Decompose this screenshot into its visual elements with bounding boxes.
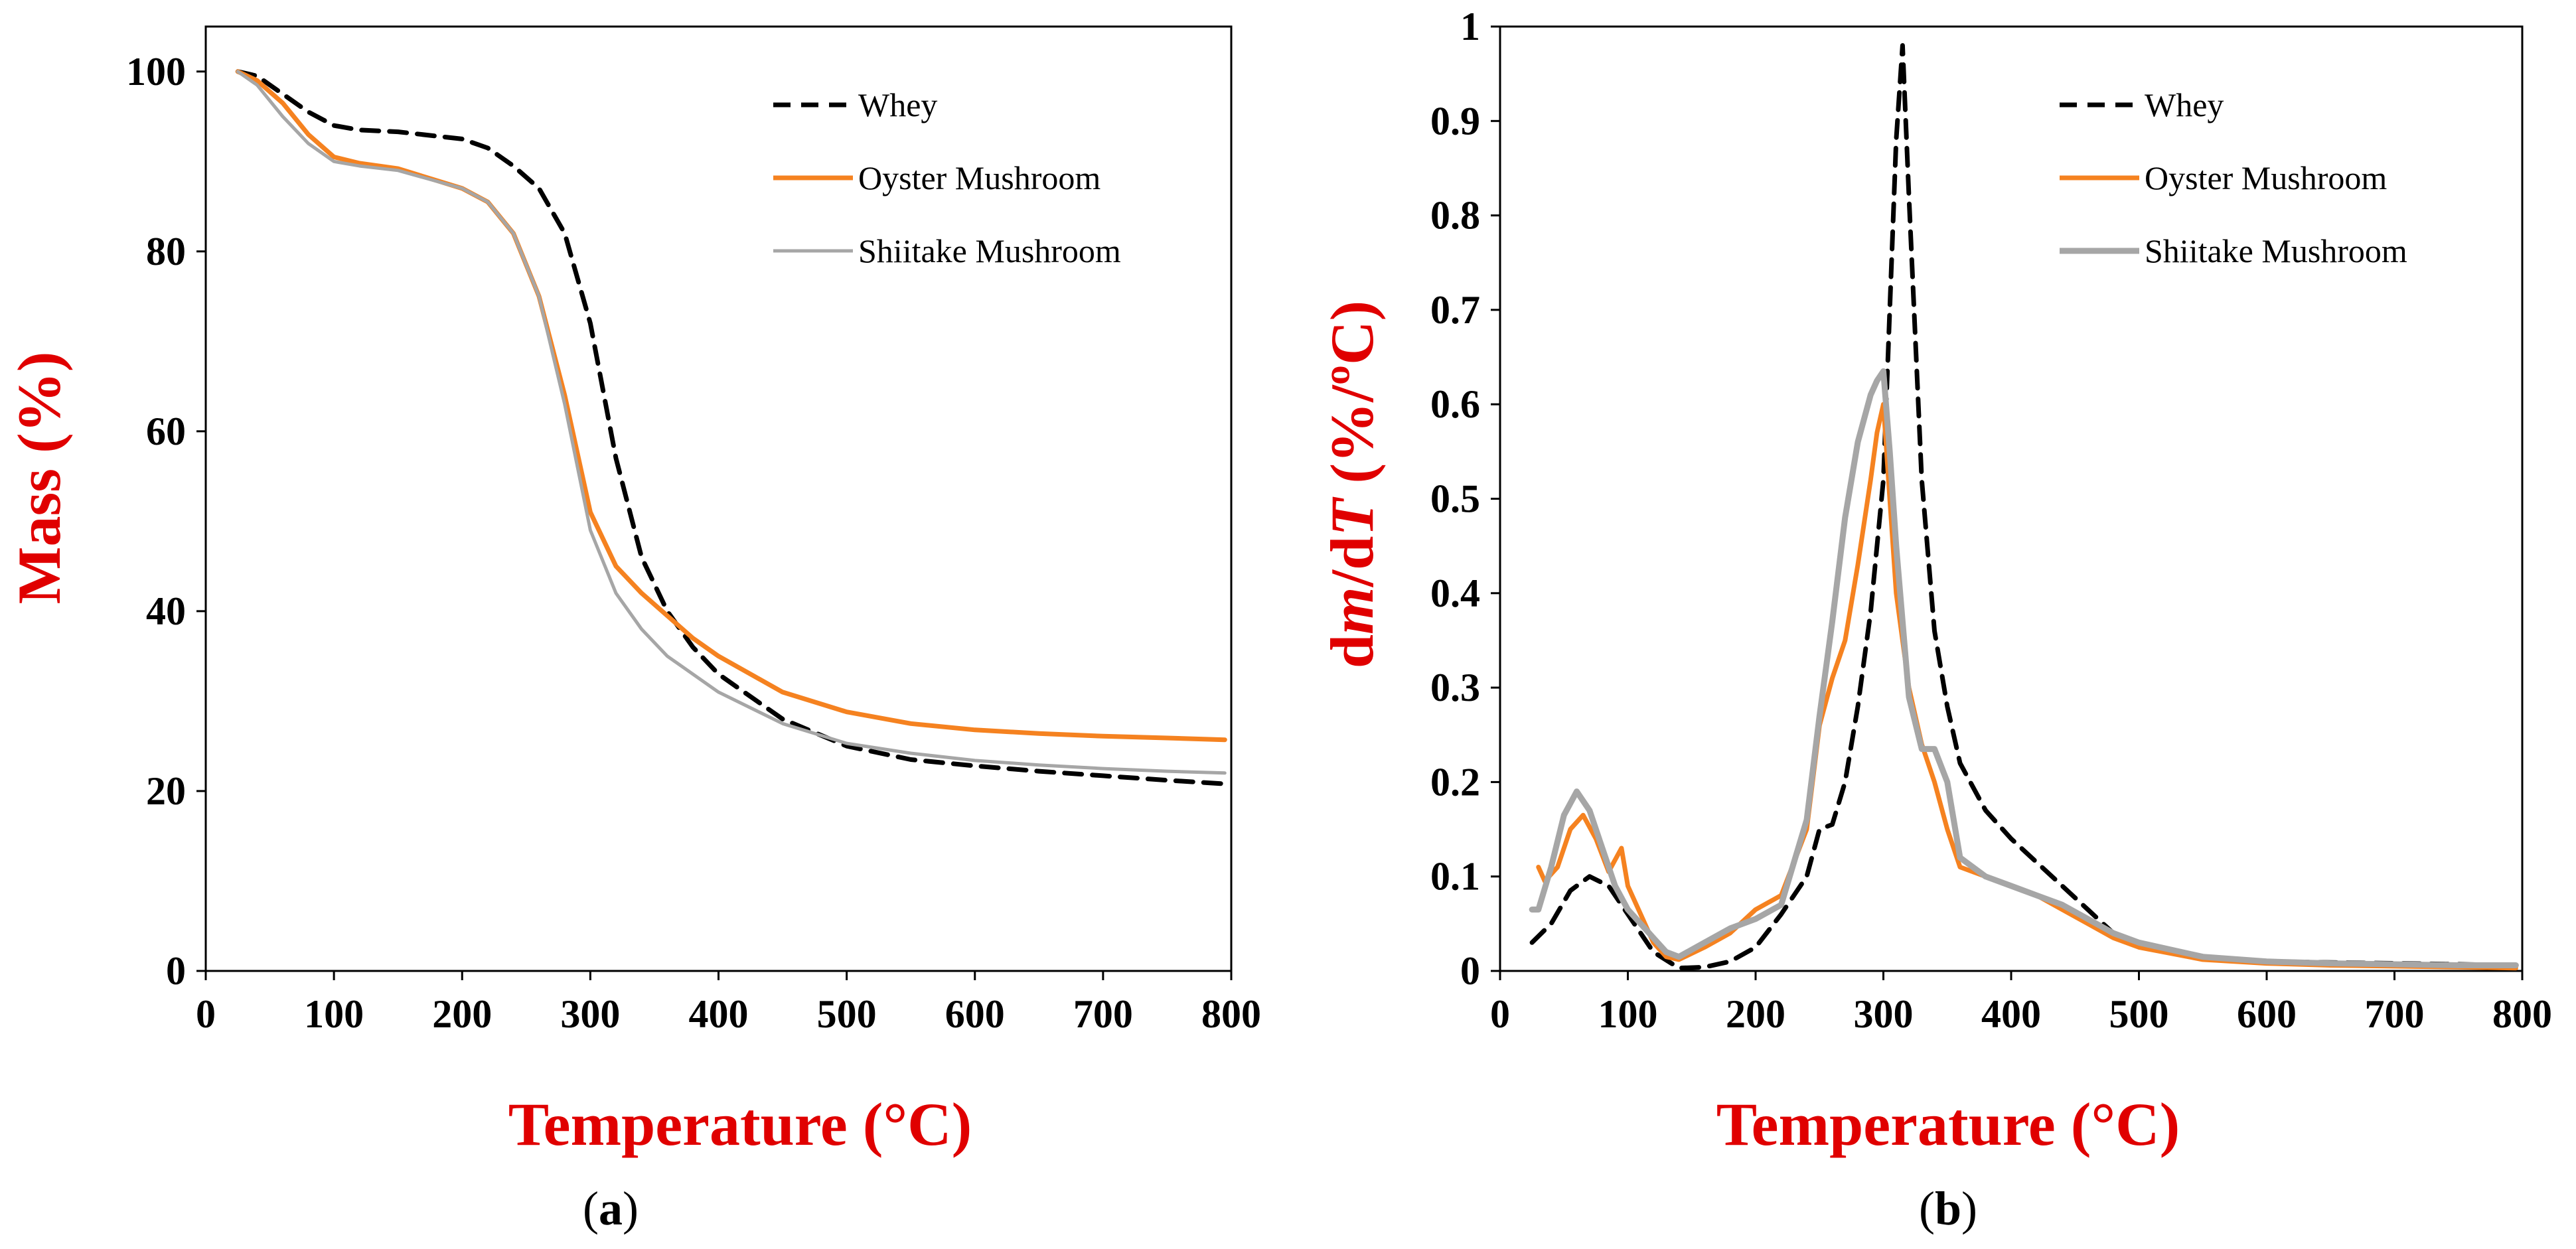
y-axis-label: Mass (%) xyxy=(5,352,73,605)
panel-letter-b: b xyxy=(1935,1182,1961,1235)
y-tick-label: 20 xyxy=(146,769,186,813)
x-tick-label: 500 xyxy=(2109,992,2169,1036)
dtg-derivative-chart: Whey Oyster Mushroom Shiitake Mushroom dm/… xyxy=(1318,5,2552,1235)
x-tick-label: 600 xyxy=(945,992,1005,1036)
x-tick-label: 800 xyxy=(2492,992,2552,1036)
y-tick-label: 0.7 xyxy=(1430,288,1480,332)
legend-label-whey: Whey xyxy=(2145,86,2224,123)
series-line-oyster-mushroom xyxy=(1536,402,2518,971)
y-tick-label: 0.3 xyxy=(1430,666,1480,709)
x-tick-label: 300 xyxy=(1854,992,1914,1036)
x-tick-label: 0 xyxy=(1490,992,1510,1036)
y-tick-label: 0.2 xyxy=(1430,760,1480,804)
x-tick-label: 700 xyxy=(2365,992,2425,1036)
legend-label-oyster-mushroom: Oyster Mushroom xyxy=(858,159,1100,196)
x-axis-label: Temperature (°C) xyxy=(508,1090,972,1158)
x-tick-label: 100 xyxy=(304,992,364,1036)
legend: Whey Oyster Mushroom Shiitake Mushroom xyxy=(2060,86,2407,269)
series-line-oyster-mushroom xyxy=(235,69,1227,743)
y-tick-label: 0.1 xyxy=(1430,855,1480,899)
panel-letter-a: a xyxy=(599,1182,623,1235)
chart-panel-a: Whey Oyster Mushroom Shiitake Mushroom Mas… xyxy=(0,0,1274,1246)
panel-label-b: (b) xyxy=(1919,1182,1977,1235)
tga-mass-chart: Whey Oyster Mushroom Shiitake Mushroom Mas… xyxy=(5,25,1261,1235)
series-line-shiitake-mushroom xyxy=(236,70,1227,775)
legend-label-oyster-mushroom: Oyster Mushroom xyxy=(2145,159,2387,196)
series-line-whey xyxy=(235,69,1227,786)
series-line-shiitake-mushroom xyxy=(1529,368,2519,968)
chart-panel-b: Whey Oyster Mushroom Shiitake Mushroom dm/… xyxy=(1274,0,2576,1246)
legend-label-shiitake-mushroom: Shiitake Mushroom xyxy=(858,232,1121,269)
x-tick-label: 400 xyxy=(1981,992,2041,1036)
x-tick-label: 200 xyxy=(432,992,492,1036)
x-tick-label: 400 xyxy=(689,992,749,1036)
y-tick-label: 60 xyxy=(146,409,186,453)
y-tick-label: 0.8 xyxy=(1430,194,1480,238)
x-tick-label: 300 xyxy=(560,992,620,1036)
y-tick-label: 0.6 xyxy=(1430,382,1480,426)
y-tick-label: 0.5 xyxy=(1430,477,1480,521)
x-tick-label: 700 xyxy=(1073,992,1133,1036)
y-tick-label: 0 xyxy=(1460,949,1480,993)
legend-label-shiitake-mushroom: Shiitake Mushroom xyxy=(2145,232,2407,269)
x-axis-label: Temperature (°C) xyxy=(1716,1090,2180,1158)
legend-label-whey: Whey xyxy=(858,86,937,123)
x-tick-label: 600 xyxy=(2237,992,2297,1036)
y-axis-label: dm/dT (%/ºC) xyxy=(1318,301,1386,668)
y-tick-label: 0.9 xyxy=(1430,99,1480,143)
y-tick-label: 1 xyxy=(1460,5,1480,48)
legend: Whey Oyster Mushroom Shiitake Mushroom xyxy=(773,86,1121,269)
x-tick-label: 0 xyxy=(196,992,216,1036)
y-tick-label: 0.4 xyxy=(1430,571,1480,615)
y-tick-label: 80 xyxy=(146,230,186,273)
x-tick-label: 500 xyxy=(817,992,877,1036)
y-tick-label: 0 xyxy=(166,949,186,993)
panel-label-a: (a) xyxy=(583,1182,639,1235)
x-tick-label: 200 xyxy=(1726,992,1785,1036)
x-tick-label: 100 xyxy=(1598,992,1658,1036)
y-tick-label: 40 xyxy=(146,589,186,633)
x-tick-label: 800 xyxy=(1201,992,1261,1036)
y-tick-label: 100 xyxy=(126,50,186,94)
